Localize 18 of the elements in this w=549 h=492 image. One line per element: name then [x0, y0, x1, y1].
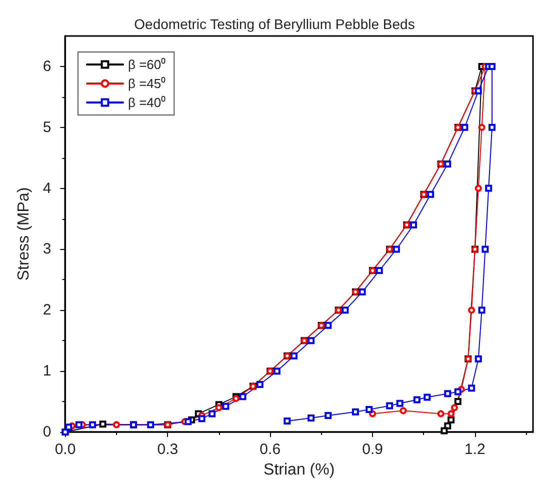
x-tick-label: 0.0	[54, 441, 76, 458]
legend-label: β =40⁰	[128, 95, 166, 110]
y-tick-label: 1	[42, 362, 52, 380]
chart-title: Oedometric Testing of Beryllium Pebble Beds	[134, 16, 415, 32]
y-tick-label: 2	[42, 302, 52, 319]
y-tick-label: 5	[42, 118, 52, 136]
y-tick-label: 3	[42, 240, 52, 258]
y-tick-label: 4	[42, 180, 52, 197]
x-tick-label: 1.2	[464, 441, 486, 458]
legend-label: β =45⁰	[128, 76, 166, 91]
x-tick-label: 0.3	[157, 441, 178, 458]
x-tick-label: 0.9	[362, 441, 383, 458]
x-tick-label: 0.6	[260, 441, 281, 458]
y-tick-label: 0	[42, 424, 52, 440]
y-tick-label: 6	[42, 58, 52, 75]
x-axis-title: Strian (%)	[264, 461, 335, 478]
y-axis-title: Stress (MPa)	[16, 187, 32, 281]
legend-label: β =60⁰	[128, 57, 166, 72]
